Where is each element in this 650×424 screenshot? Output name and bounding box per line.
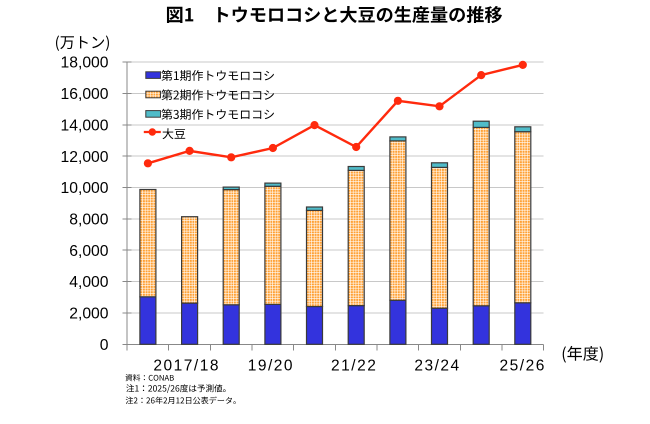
svg-text:6,000: 6,000: [69, 243, 109, 260]
svg-text:0: 0: [100, 337, 109, 354]
svg-text:16,000: 16,000: [61, 86, 109, 103]
svg-text:25/26: 25/26: [500, 358, 546, 375]
svg-text:2017/18: 2017/18: [153, 358, 220, 375]
svg-text:14,000: 14,000: [61, 117, 109, 134]
svg-text:4,000: 4,000: [69, 274, 109, 291]
svg-text:2,000: 2,000: [69, 306, 109, 323]
svg-text:19/20: 19/20: [248, 358, 294, 375]
svg-text:18,000: 18,000: [61, 55, 109, 72]
svg-text:12,000: 12,000: [61, 149, 109, 166]
svg-text:23/24: 23/24: [414, 358, 460, 375]
svg-text:21/22: 21/22: [331, 358, 377, 375]
svg-text:8,000: 8,000: [69, 212, 109, 229]
svg-text:10,000: 10,000: [61, 180, 109, 197]
